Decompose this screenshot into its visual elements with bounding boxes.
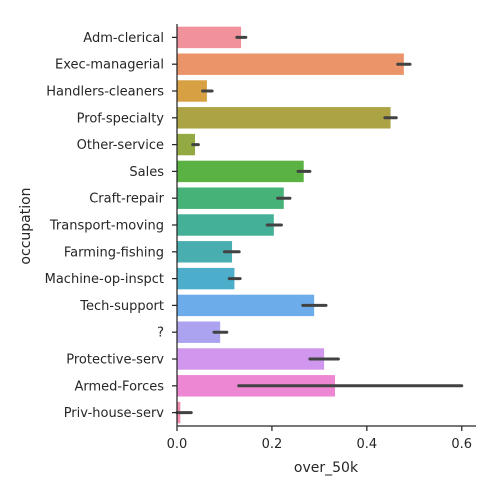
bar-machine-op-inspct: [177, 267, 235, 290]
y-tick-label-prof-specialty: Prof-specialty: [77, 111, 165, 126]
y-tick-label-tech-support: Tech-support: [79, 299, 164, 314]
bar-sales: [177, 160, 304, 183]
y-tick-label-priv-house-serv: Priv-house-serv: [64, 406, 165, 421]
y-tick-label-protective-serv: Protective-serv: [66, 353, 164, 368]
error-bars-layer: [175, 35, 464, 415]
bar-adm-clerical: [177, 26, 242, 49]
bar-farming-fishing: [177, 241, 233, 263]
y-tick-label-sales: Sales: [129, 165, 164, 180]
y-tick-label-other-service: Other-service: [77, 138, 164, 153]
bar-handlers-cleaners: [177, 80, 207, 102]
y-axis-title: occupation: [18, 187, 34, 264]
bar-unknown: [177, 321, 221, 343]
y-tick-label-handlers-cleaners: Handlers-cleaners: [46, 85, 164, 100]
bar-prof-specialty: [177, 107, 391, 129]
y-tick-label-farming-fishing: Farming-fishing: [64, 245, 164, 260]
x-tick-label-0: 0.0: [167, 437, 188, 452]
x-tick-label-2: 0.4: [356, 437, 377, 452]
bar-transport-moving: [177, 214, 274, 236]
y-tick-label-adm-clerical: Adm-clerical: [83, 31, 164, 46]
y-tick-label-machine-op-inspct: Machine-op-inspct: [45, 272, 164, 287]
x-tick-label-1: 0.2: [262, 437, 283, 452]
bar-craft-repair: [177, 187, 284, 209]
bar-exec-managerial: [177, 53, 404, 75]
y-tick-label-armed-forces: Armed-Forces: [74, 379, 164, 394]
y-ticks: Adm-clerical Exec-managerial Handlers-clea…: [45, 31, 177, 421]
bar-other-service: [177, 133, 196, 156]
y-tick-label-craft-repair: Craft-repair: [89, 192, 164, 207]
x-ticks: 0.0 0.2 0.4 0.6: [167, 426, 472, 452]
y-tick-label-transport-moving: Transport-moving: [49, 219, 164, 234]
y-tick-label-unknown: ?: [157, 326, 164, 341]
bar-tech-support: [177, 294, 315, 317]
bar-protective-serv: [177, 348, 325, 370]
x-tick-label-3: 0.6: [451, 437, 472, 452]
y-tick-label-exec-managerial: Exec-managerial: [55, 58, 164, 73]
x-axis-title: over_50k: [294, 460, 359, 476]
bars-layer: [177, 26, 404, 424]
